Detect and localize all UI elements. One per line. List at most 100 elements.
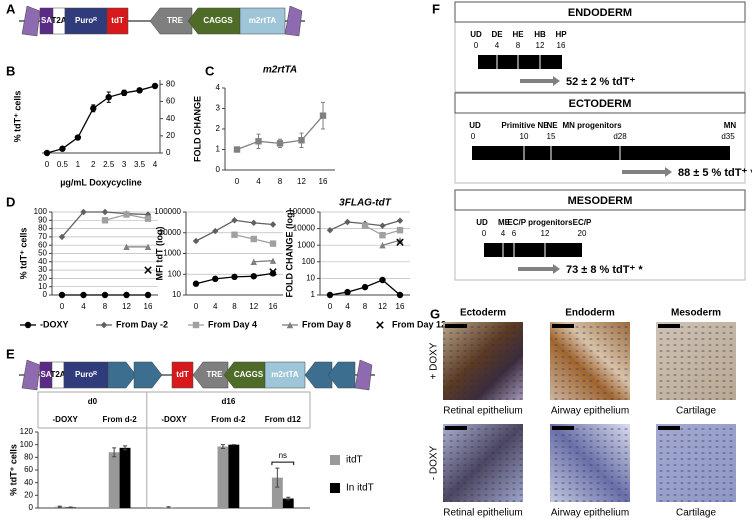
y-tick-label: 100 [168, 269, 182, 278]
construct-element [264, 361, 306, 389]
y-tick-label: 3 [216, 104, 221, 113]
y-tick-label: 0 [166, 148, 171, 157]
data-point [379, 242, 386, 249]
stage-label: DE [491, 30, 503, 39]
data-point [105, 93, 112, 101]
y-tick-label: 10 [38, 282, 47, 291]
chart-title: 3FLAG-tdT [339, 198, 392, 209]
x-tick-label: 2 [91, 160, 96, 169]
data-point [58, 291, 66, 299]
caption: Cartilage [676, 406, 716, 417]
x-tick-label: 0.5 [57, 160, 69, 169]
x-axis-label: µg/mL Doxycycline [60, 177, 142, 187]
x-tick-label: 12 [297, 177, 306, 186]
data-point [58, 233, 66, 241]
stage-label: HE [512, 30, 524, 39]
x-tick-label: 0 [194, 302, 199, 311]
scheme-result: 52 ± 2 % tdT⁺ [566, 76, 635, 88]
error-bar [68, 506, 73, 509]
data-point [120, 89, 128, 97]
legend-label: From Day -2 [116, 319, 168, 329]
construct-element [171, 361, 194, 389]
scale-bar [658, 324, 680, 328]
y-tick-label: 1000 [163, 249, 181, 258]
x-tick-label: 1 [76, 160, 81, 169]
panel-label: D [6, 194, 15, 209]
data-point [151, 82, 159, 90]
x-tick-label: 16 [396, 302, 405, 311]
x-tick-label: -DOXY [161, 415, 187, 424]
data-point [269, 240, 277, 247]
column-header: Ectoderm [460, 308, 506, 319]
caption: Cartilage [676, 508, 716, 519]
y-tick-label: 10 [306, 274, 315, 283]
data-point [250, 273, 257, 280]
y-axis-label: FOLD CHANGE (log) [284, 210, 294, 298]
data-point [101, 291, 109, 299]
y-tick-label: 120 [20, 427, 34, 436]
legend-swatch [330, 455, 340, 465]
micrograph-texture [443, 424, 523, 502]
scheme-title: ECTODERM [569, 98, 632, 110]
series-line [253, 260, 274, 263]
y-tick-label: 40 [166, 114, 175, 123]
construct-label: T2A [51, 16, 66, 25]
data-point [123, 291, 130, 299]
data-point [59, 145, 66, 152]
timeline-bar [472, 146, 730, 160]
y-tick-label: 0 [43, 290, 48, 299]
legend-label: In itdT [346, 483, 374, 494]
y-tick-label: 20 [166, 131, 175, 140]
data-point [255, 138, 262, 145]
scheme-title-box [454, 189, 746, 211]
y-tick-label: 20 [24, 490, 33, 499]
data-point [269, 257, 277, 264]
micrograph-texture [443, 322, 523, 400]
data-point [192, 237, 200, 245]
x-tick-label: 4 [256, 177, 261, 186]
y-tick-label: 100 [302, 257, 316, 266]
x-tick-label: 0 [60, 302, 65, 311]
column-header: Mesoderm [671, 308, 721, 319]
y-tick-label: 0 [29, 503, 34, 512]
panel-label: A [6, 1, 16, 16]
y-tick-label: 100000 [288, 207, 315, 216]
data-point [231, 217, 238, 224]
arrow-head [665, 167, 672, 177]
panel-label: B [6, 63, 15, 78]
construct-label: Puroᴿ [75, 16, 97, 25]
x-tick-label: 16 [269, 302, 278, 311]
x-tick-label: 16 [319, 177, 328, 186]
construct-label: TRE [167, 16, 184, 25]
legend-label: -DOXY [40, 319, 69, 329]
data-point [379, 276, 386, 284]
panel-label: E [6, 346, 15, 361]
scheme-title-box [454, 92, 746, 114]
error-bar [112, 447, 117, 458]
y-tick-label: 80 [166, 79, 175, 88]
construct-label: CAGGS [234, 370, 264, 379]
day-label: 20 [578, 229, 587, 238]
data-point [396, 291, 404, 299]
data-point [231, 231, 238, 238]
y-tick-label: 60 [24, 465, 33, 474]
error-bar [275, 467, 280, 488]
y-axis-label: FOLD CHANGE [192, 96, 202, 162]
bar [271, 477, 283, 508]
construct-label: T2A [50, 370, 65, 379]
scale-bar [445, 426, 467, 430]
arrow-head [553, 264, 560, 274]
day-label: 10 [520, 132, 529, 141]
scale-bar [658, 426, 680, 430]
data-point [396, 238, 404, 247]
day-label: 12 [541, 229, 550, 238]
stage-label: ME [498, 218, 511, 227]
data-point [144, 243, 152, 251]
x-tick-label: 3 [122, 160, 127, 169]
y-tick-label: 80 [24, 452, 33, 461]
data-point [233, 146, 241, 153]
x-tick-label: 16 [144, 302, 153, 311]
y-axis-label: MFI tdT (log) [154, 227, 164, 281]
data-point [269, 270, 277, 277]
